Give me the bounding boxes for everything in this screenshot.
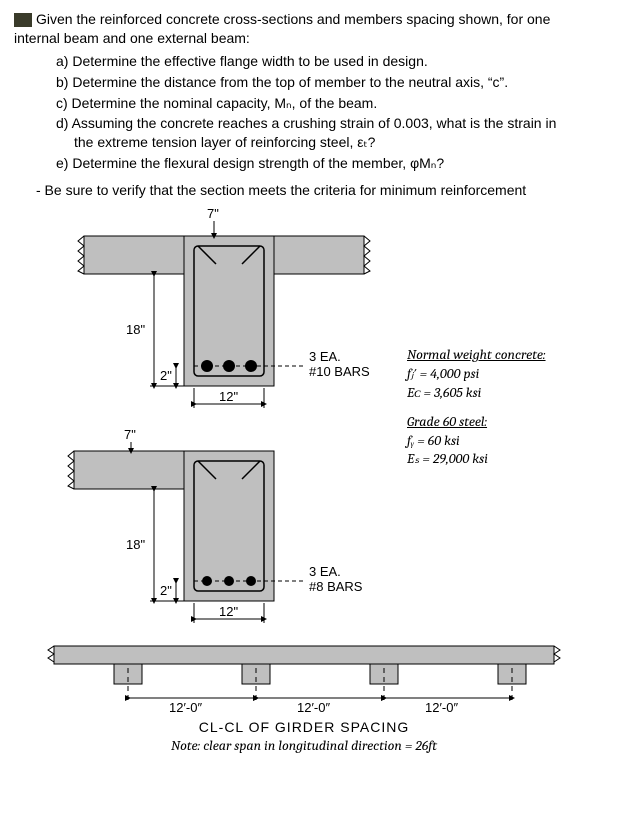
question-b: b) Determine the distance from the top o…	[56, 73, 605, 92]
intro-line-2: internal beam and one external beam:	[14, 30, 250, 46]
bars-t-size: #10 BARS	[309, 364, 370, 379]
question-e: e) Determine the flexural design strengt…	[56, 154, 605, 173]
dim-web-t: 12"	[219, 389, 238, 404]
figure-t-beam: 7" 18" 2" 12" 3 EA. #10 BARS Normal weig…	[14, 206, 594, 421]
bars-t-count: 3 EA.	[309, 349, 341, 364]
intro-line-1: Given the reinforced concrete cross-sect…	[36, 11, 550, 27]
ec: Eᴄ = 3,605 ksi	[407, 384, 582, 403]
bars-l-count: 3 EA.	[309, 564, 341, 579]
fc: fⱼ′ = 4,000 psi	[407, 365, 582, 384]
spacing-title: CL-CL OF GIRDER SPACING	[14, 718, 594, 737]
spacing-note: Note: clear span in longitudinal directi…	[14, 737, 594, 756]
dim-depth-l: 18"	[126, 537, 145, 552]
question-d-cont: the extreme tension layer of reinforcing…	[56, 133, 605, 152]
dim-depth-t: 18"	[126, 322, 145, 337]
question-list: a) Determine the effective flange width …	[14, 52, 605, 173]
figure-spacing: 12′-0″ 12′-0″ 12′-0″ CL-CL OF GIRDER SPA…	[14, 636, 594, 756]
conc-title: Normal weight concrete:	[407, 346, 582, 365]
sp3: 12′-0″	[425, 700, 458, 715]
dim-flange-t: 7"	[207, 206, 219, 221]
intro-block: Given the reinforced concrete cross-sect…	[14, 10, 605, 48]
question-d: d) Assuming the concrete reaches a crush…	[56, 114, 605, 152]
dim-cover-t: 2"	[160, 368, 172, 383]
question-a: a) Determine the effective flange width …	[56, 52, 605, 71]
l-beam-svg: 7" 18" 2" 12" 3 EA. #8 BARS	[14, 421, 594, 636]
question-c: c) Determine the nominal capacity, Mₙ, o…	[56, 94, 605, 113]
dim-flange-l: 7"	[124, 427, 136, 442]
dim-web-l: 12"	[219, 604, 238, 619]
dim-cover-l: 2"	[160, 583, 172, 598]
sp2: 12′-0″	[297, 700, 330, 715]
bars-l-size: #8 BARS	[309, 579, 363, 594]
closing-note: - Be sure to verify that the section mee…	[36, 181, 605, 200]
spacing-svg: 12′-0″ 12′-0″ 12′-0″	[14, 636, 594, 716]
sp1: 12′-0″	[169, 700, 202, 715]
figure-l-beam: 7" 18" 2" 12" 3 EA. #8 BARS	[14, 421, 594, 636]
bullet-marker	[14, 13, 32, 27]
